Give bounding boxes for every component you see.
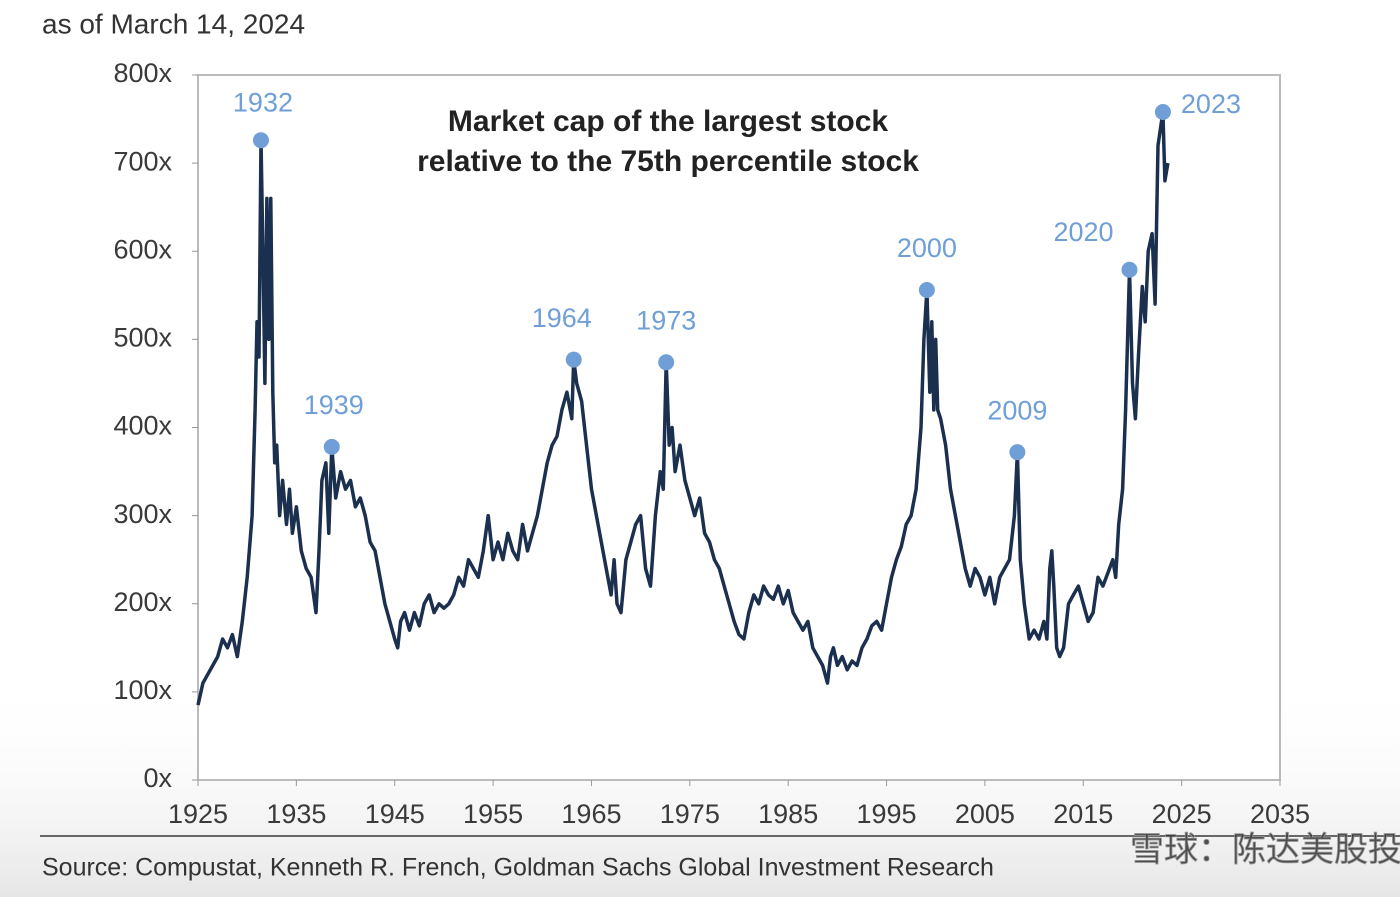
peak-marker <box>1154 104 1171 121</box>
peak-label: 2023 <box>1181 89 1241 119</box>
peak-label: 1939 <box>304 390 364 420</box>
chart-title: relative to the 75th percentile stock <box>417 145 919 178</box>
peak-marker <box>252 132 269 149</box>
y-tick-label: 400x <box>113 411 172 441</box>
plot-frame <box>197 74 1281 781</box>
x-tick-label: 1965 <box>561 799 621 829</box>
peak-label: 2009 <box>987 395 1047 425</box>
peak-marker <box>918 282 935 299</box>
peak-label: 2000 <box>897 233 957 263</box>
y-tick-label: 0x <box>143 763 172 793</box>
x-tick-label: 1945 <box>365 799 425 829</box>
x-tick-label: 2015 <box>1053 799 1113 829</box>
x-tick-label: 1995 <box>857 799 917 829</box>
x-tick-label: 1985 <box>758 799 818 829</box>
x-tick-label: 2035 <box>1250 799 1310 829</box>
peak-marker <box>323 438 340 455</box>
x-tick-label: 2005 <box>955 799 1015 829</box>
x-tick-label: 1935 <box>266 799 326 829</box>
peak-label: 1973 <box>636 305 696 335</box>
y-tick-label: 500x <box>113 323 172 353</box>
x-tick-label: 1975 <box>660 799 720 829</box>
x-tick-label: 1955 <box>463 799 523 829</box>
y-tick-label: 700x <box>113 146 172 176</box>
watermark: 雪球：陈达美股投资 <box>1130 831 1400 869</box>
peak-marker <box>1121 261 1138 278</box>
peak-marker <box>565 351 582 368</box>
y-tick-label: 600x <box>113 234 172 264</box>
source-note: Source: Compustat, Kenneth R. French, Go… <box>42 854 994 882</box>
subtitle: as of March 14, 2024 <box>42 8 305 39</box>
x-tick-label: 2025 <box>1152 799 1212 829</box>
y-tick-label: 100x <box>113 675 172 705</box>
peak-label: 1964 <box>532 303 592 333</box>
peak-marker <box>1009 444 1026 461</box>
chart-title: Market cap of the largest stock <box>448 105 888 138</box>
y-tick-label: 200x <box>113 587 172 617</box>
peak-label: 1932 <box>233 87 293 117</box>
peak-marker <box>658 354 675 371</box>
peak-label: 2020 <box>1053 217 1113 247</box>
x-tick-label: 1925 <box>168 799 228 829</box>
y-tick-label: 300x <box>113 499 172 529</box>
y-tick-label: 800x <box>113 58 172 88</box>
